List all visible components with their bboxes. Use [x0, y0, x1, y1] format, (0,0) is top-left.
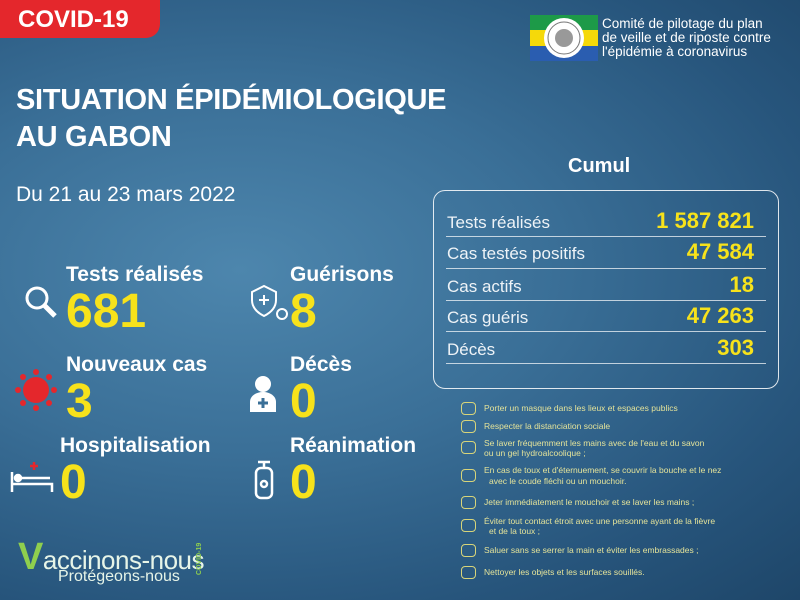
- row-value: 1 587 821: [656, 208, 754, 233]
- cumul-box: [433, 190, 779, 389]
- vaccination-slogan: Vaccinons-nous: [18, 536, 205, 578]
- measure: Nettoyer les objets et les surfaces soui…: [484, 567, 645, 577]
- row-separator: [446, 236, 766, 237]
- stat-value: 8: [290, 285, 317, 338]
- measure-icon: [461, 469, 476, 482]
- title: AU GABON: [16, 121, 172, 153]
- measure: avec le coude fléchi ou un mouchoir.: [489, 476, 627, 486]
- measure: Respecter la distanciation sociale: [484, 421, 611, 431]
- logo-text: l'épidémie à coronavirus: [602, 44, 748, 59]
- period: Du 21 au 23 mars 2022: [16, 183, 236, 206]
- row-label: Cas actifs: [447, 277, 522, 296]
- logo-text: Comité de pilotage du plan: [602, 16, 763, 31]
- banner-text: COVID-19: [18, 6, 129, 33]
- icon-search: [25, 286, 57, 318]
- logo-flag: [530, 15, 598, 61]
- row-separator: [446, 268, 766, 269]
- icon-virus: [15, 369, 57, 411]
- stat-value: 0: [290, 375, 317, 428]
- stat-label: Hospitalisation: [60, 434, 211, 457]
- banner: COVID-19: [0, 0, 160, 38]
- measure-icon: [461, 566, 476, 579]
- stat-label: Tests réalisés: [66, 263, 204, 286]
- stat-label: Guérisons: [290, 263, 394, 286]
- measure: En cas de toux et d'éternuement, se couv…: [484, 465, 722, 475]
- measure: Porter un masque dans les lieux et espac…: [484, 403, 678, 413]
- measure-icon: [461, 402, 476, 415]
- measure: Se laver fréquemment les mains avec de l…: [484, 438, 705, 448]
- measure: Jeter immédiatement le mouchoir et se la…: [484, 497, 695, 507]
- stat-label: Nouveaux cas: [66, 353, 208, 376]
- row-label: Cas testés positifs: [447, 244, 585, 263]
- measure: et de la toux ;: [489, 526, 541, 536]
- stat-value: 3: [66, 375, 93, 428]
- measure-icon: [461, 519, 476, 532]
- measure: Éviter tout contact étroit avec une pers…: [484, 516, 716, 526]
- measure-icon: [461, 496, 476, 509]
- measure-icon: [461, 544, 476, 557]
- vaccination-tag: COVID-19: [196, 542, 203, 575]
- stat-value: 0: [290, 456, 317, 509]
- icon-death: [250, 376, 276, 412]
- row-label: Tests réalisés: [447, 213, 550, 232]
- row-separator: [446, 331, 766, 332]
- measure-icon: [461, 420, 476, 433]
- row-value: 47 584: [686, 239, 754, 264]
- icon-recovery: [251, 284, 288, 320]
- stat-value: 681: [66, 285, 147, 338]
- logo-text: de veille et de riposte contre: [602, 30, 771, 45]
- row-separator: [446, 300, 766, 301]
- icon-oxygen: [254, 460, 274, 500]
- measure-icon: [461, 441, 476, 454]
- stat-label: Réanimation: [290, 434, 417, 457]
- stat-label: Décès: [290, 353, 352, 376]
- measure: Saluer sans se serrer la main et éviter …: [484, 545, 699, 555]
- stat-value: 0: [60, 456, 87, 509]
- icon-bed: [10, 462, 54, 492]
- title: SITUATION ÉPIDÉMIOLOGIQUE: [16, 84, 447, 116]
- vaccination-subline: Protégeons-nous: [58, 568, 180, 585]
- row-label: Cas guéris: [447, 308, 529, 327]
- row-label: Décès: [447, 340, 496, 359]
- row-value: 18: [729, 272, 754, 297]
- row-value: 303: [717, 335, 754, 360]
- measure: ou un gel hydroalcoolique ;: [484, 448, 586, 458]
- row-separator: [446, 363, 766, 364]
- stat-icons: [10, 284, 288, 500]
- row-value: 47 263: [686, 303, 754, 328]
- cumul-title: Cumul: [568, 155, 631, 177]
